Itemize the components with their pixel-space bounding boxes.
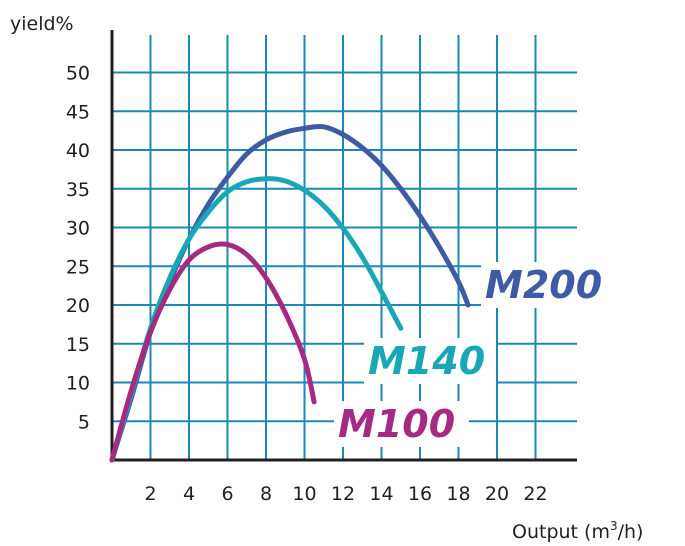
series-label-m140: M140 — [368, 339, 485, 383]
series-label-m200: M200 — [485, 263, 602, 307]
series-label-background — [334, 401, 469, 447]
y-tick-label: 30 — [66, 218, 90, 240]
y-tick-label: 35 — [66, 179, 90, 201]
x-axis-title: Output (m3/h) — [512, 519, 643, 543]
series-label-m100: M100 — [338, 402, 455, 446]
x-tick-label: 22 — [523, 483, 547, 505]
x-tick-label: 2 — [144, 483, 156, 505]
x-tick-label: 4 — [183, 483, 195, 505]
series-lines — [109, 123, 471, 463]
x-tick-label: 16 — [408, 483, 432, 505]
series-line-m100 — [109, 241, 317, 463]
y-tick-label: 50 — [66, 63, 90, 85]
y-tick-label: 10 — [66, 373, 90, 395]
x-tick-label: 18 — [446, 483, 470, 505]
x-axis-title-end: /h) — [618, 521, 644, 543]
x-tick-label: 6 — [221, 483, 233, 505]
y-tick-label: 15 — [66, 334, 90, 356]
x-axis-title-main: Output (m — [512, 521, 610, 543]
x-tick-label: 20 — [485, 483, 509, 505]
x-tick-label: 14 — [369, 483, 393, 505]
y-tick-labels: 5 10 15 20 25 30 35 40 45 50 — [66, 63, 90, 434]
y-tick-label: 5 — [78, 411, 90, 433]
x-tick-label: 10 — [292, 483, 316, 505]
y-tick-label: 25 — [66, 256, 90, 278]
y-tick-label: 45 — [66, 101, 90, 123]
x-tick-label: 8 — [260, 483, 272, 505]
series-label-background — [481, 262, 606, 308]
y-tick-label: 40 — [66, 140, 90, 162]
x-tick-label: 12 — [331, 483, 355, 505]
x-tick-labels: 2 4 6 8 10 12 14 16 18 20 22 — [144, 483, 547, 505]
x-axis-title-sup: 3 — [610, 519, 618, 533]
y-tick-label: 20 — [66, 295, 90, 317]
series-label-background — [364, 338, 496, 384]
y-axis-title: yield% — [10, 13, 74, 35]
